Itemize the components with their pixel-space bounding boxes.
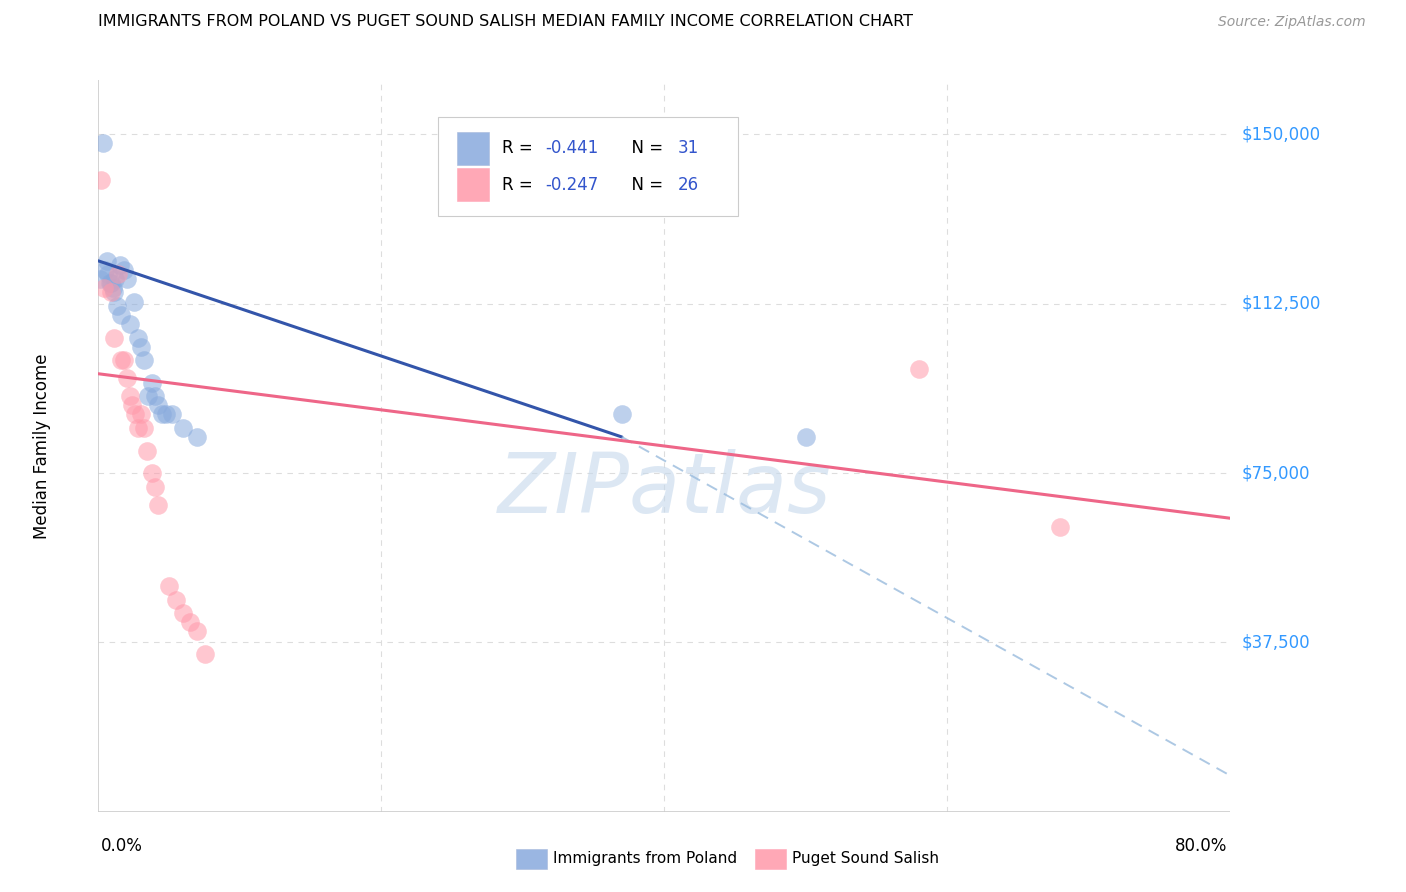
Text: Puget Sound Salish: Puget Sound Salish [792,851,939,865]
Point [104,272,127,286]
Point [124,408,146,422]
Point [97,268,120,282]
Point [165,592,187,607]
Point [110,308,132,322]
Point [118,389,141,403]
Text: Source: ZipAtlas.com: Source: ZipAtlas.com [1219,15,1367,29]
Point [101,281,124,295]
Point [172,421,194,435]
Point [91,136,114,151]
Point [186,624,208,639]
Point [121,398,143,412]
Text: -0.247: -0.247 [546,176,599,194]
Point [129,408,152,422]
Point [141,376,163,390]
Point [110,353,132,368]
Point [908,362,931,376]
Point [160,408,183,422]
Point [141,466,163,480]
Text: $112,500: $112,500 [1241,294,1320,313]
Point [127,421,149,435]
Point [98,277,121,291]
Point [172,606,194,620]
Point [186,430,208,444]
Point [132,421,155,435]
Point [193,647,215,661]
Point [146,398,169,412]
FancyBboxPatch shape [457,132,489,165]
Point [112,263,135,277]
Point [100,285,122,300]
Text: $37,500: $37,500 [1241,633,1310,651]
Point [105,299,128,313]
Text: IMMIGRANTS FROM POLAND VS PUGET SOUND SALISH MEDIAN FAMILY INCOME CORRELATION CH: IMMIGRANTS FROM POLAND VS PUGET SOUND SA… [98,14,914,29]
Text: N =: N = [621,139,669,157]
Text: ZIPatlas: ZIPatlas [498,450,831,531]
Point [136,389,159,403]
Text: Immigrants from Poland: Immigrants from Poland [553,851,737,865]
Point [100,277,122,291]
Point [115,272,138,286]
Text: -0.441: -0.441 [546,139,599,157]
FancyBboxPatch shape [439,117,738,216]
Point [115,371,138,385]
Text: $75,000: $75,000 [1241,464,1310,482]
Point [112,353,135,368]
Point [135,443,157,458]
Point [96,253,118,268]
Point [129,340,152,354]
Text: R =: R = [502,176,538,194]
Point [146,498,169,512]
Text: 26: 26 [678,176,699,194]
Point [93,281,115,295]
Point [157,579,180,593]
Text: $150,000: $150,000 [1241,126,1320,144]
Point [103,331,125,345]
Point [1049,520,1071,534]
Point [143,480,166,494]
Point [127,331,149,345]
FancyBboxPatch shape [457,169,489,202]
Point [108,259,131,273]
Point [610,408,633,422]
Point [179,615,201,629]
Text: 31: 31 [678,139,699,157]
Text: N =: N = [621,176,669,194]
Point [103,285,125,300]
Point [107,268,129,282]
Point [90,172,112,186]
Point [94,263,117,277]
Text: 80.0%: 80.0% [1175,837,1227,855]
Point [118,317,141,331]
Text: 0.0%: 0.0% [101,837,143,855]
Point [122,294,145,309]
Point [143,389,166,403]
Point [155,408,177,422]
Point [794,430,817,444]
Point [132,353,155,368]
Text: R =: R = [502,139,538,157]
Text: Median Family Income: Median Family Income [32,353,51,539]
Point [150,408,173,422]
Point [89,272,111,286]
